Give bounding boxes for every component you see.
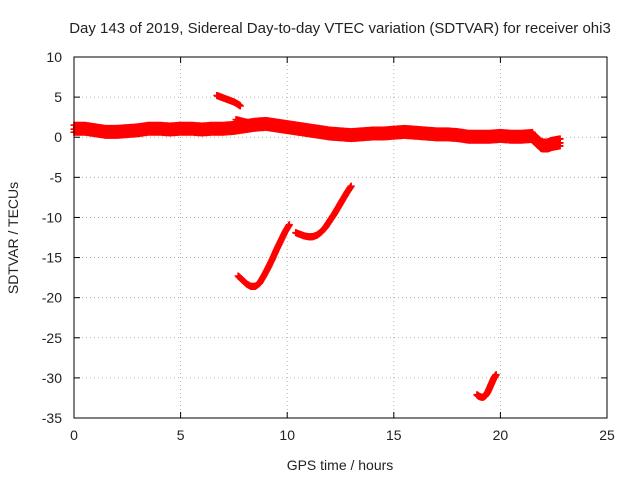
x-tick-label: 10 bbox=[279, 427, 295, 443]
x-axis-label: GPS time / hours bbox=[287, 457, 394, 473]
data-point bbox=[264, 120, 272, 128]
x-tick-label: 25 bbox=[599, 427, 615, 443]
y-tick-label: -30 bbox=[42, 370, 62, 386]
y-tick-label: 10 bbox=[46, 49, 62, 65]
data-point bbox=[285, 221, 293, 229]
data-point bbox=[556, 142, 564, 150]
y-tick-label: -25 bbox=[42, 330, 62, 346]
y-tick-label: -10 bbox=[42, 209, 62, 225]
series-tail-right bbox=[528, 129, 564, 153]
series-arc-upper-mid bbox=[232, 116, 272, 128]
y-tick-label: -15 bbox=[42, 250, 62, 266]
chart-title: Day 143 of 2019, Sidereal Day-to-day VTE… bbox=[69, 20, 611, 37]
x-tick-label: 0 bbox=[70, 427, 78, 443]
y-axis-label: SDTVAR / TECUs bbox=[5, 182, 21, 294]
x-tick-label: 5 bbox=[177, 427, 185, 443]
y-tick-label: 5 bbox=[54, 89, 62, 105]
data-points bbox=[70, 92, 564, 401]
data-point bbox=[347, 182, 355, 190]
ticks: 0 5 10 15 20 25 10 5 0 -5 -10 -15 -20 -25 -30 -35 bbox=[42, 49, 615, 443]
x-tick-label: 20 bbox=[493, 427, 509, 443]
series-arc-mid bbox=[292, 182, 355, 241]
series-arc-low-left bbox=[234, 221, 293, 290]
x-tick-label: 15 bbox=[386, 427, 402, 443]
series-arc-bottom bbox=[473, 371, 500, 401]
y-tick-label: -5 bbox=[50, 169, 63, 185]
data-point bbox=[492, 371, 500, 379]
plot-frame bbox=[73, 56, 608, 419]
series-main-band bbox=[70, 116, 536, 144]
data-point bbox=[236, 102, 244, 110]
series-arc-upper-left bbox=[213, 92, 244, 110]
y-tick-label: -20 bbox=[42, 290, 62, 306]
y-tick-label: -35 bbox=[42, 410, 62, 426]
data-point bbox=[556, 135, 564, 143]
y-tick-label: 0 bbox=[54, 129, 62, 145]
